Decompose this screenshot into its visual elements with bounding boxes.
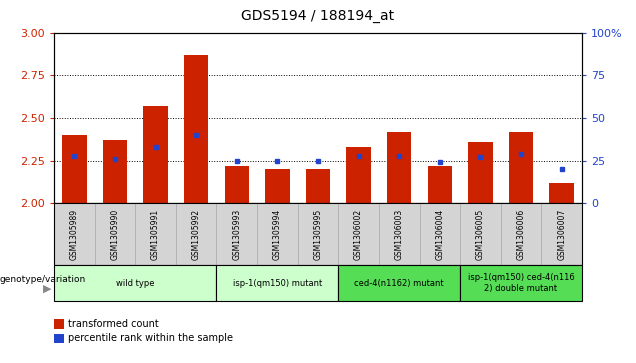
Bar	[62, 135, 86, 203]
Text: genotype/variation: genotype/variation	[0, 275, 86, 284]
Text: percentile rank within the sample: percentile rank within the sample	[68, 333, 233, 343]
Text: GSM1305993: GSM1305993	[232, 208, 241, 260]
Bar	[306, 169, 330, 203]
Text: GSM1306004: GSM1306004	[435, 208, 445, 260]
Text: ▶: ▶	[43, 284, 52, 294]
Bar	[468, 142, 493, 203]
Bar	[225, 166, 249, 203]
Text: isp-1(qm150) ced-4(n116
2) double mutant: isp-1(qm150) ced-4(n116 2) double mutant	[467, 273, 574, 293]
Text: ced-4(n1162) mutant: ced-4(n1162) mutant	[354, 279, 444, 287]
Bar	[143, 106, 168, 203]
Text: GSM1305991: GSM1305991	[151, 209, 160, 260]
Text: GSM1305989: GSM1305989	[70, 209, 79, 260]
Text: GSM1305990: GSM1305990	[111, 208, 120, 260]
Bar	[387, 132, 411, 203]
Text: GSM1306007: GSM1306007	[557, 208, 566, 260]
Bar	[103, 140, 127, 203]
Text: wild type: wild type	[116, 279, 155, 287]
Bar	[427, 166, 452, 203]
Bar	[509, 132, 533, 203]
Text: isp-1(qm150) mutant: isp-1(qm150) mutant	[233, 279, 322, 287]
Text: GSM1306006: GSM1306006	[516, 208, 525, 260]
Text: GSM1305994: GSM1305994	[273, 208, 282, 260]
Text: GSM1306003: GSM1306003	[395, 208, 404, 260]
Text: GSM1306005: GSM1306005	[476, 208, 485, 260]
Bar	[550, 183, 574, 203]
Text: GSM1306002: GSM1306002	[354, 209, 363, 260]
Text: GSM1305995: GSM1305995	[314, 208, 322, 260]
Bar	[265, 169, 289, 203]
Text: GDS5194 / 188194_at: GDS5194 / 188194_at	[242, 9, 394, 23]
Bar	[184, 55, 209, 203]
Text: GSM1305992: GSM1305992	[191, 209, 201, 260]
Text: transformed count: transformed count	[68, 319, 159, 329]
Bar	[347, 147, 371, 203]
